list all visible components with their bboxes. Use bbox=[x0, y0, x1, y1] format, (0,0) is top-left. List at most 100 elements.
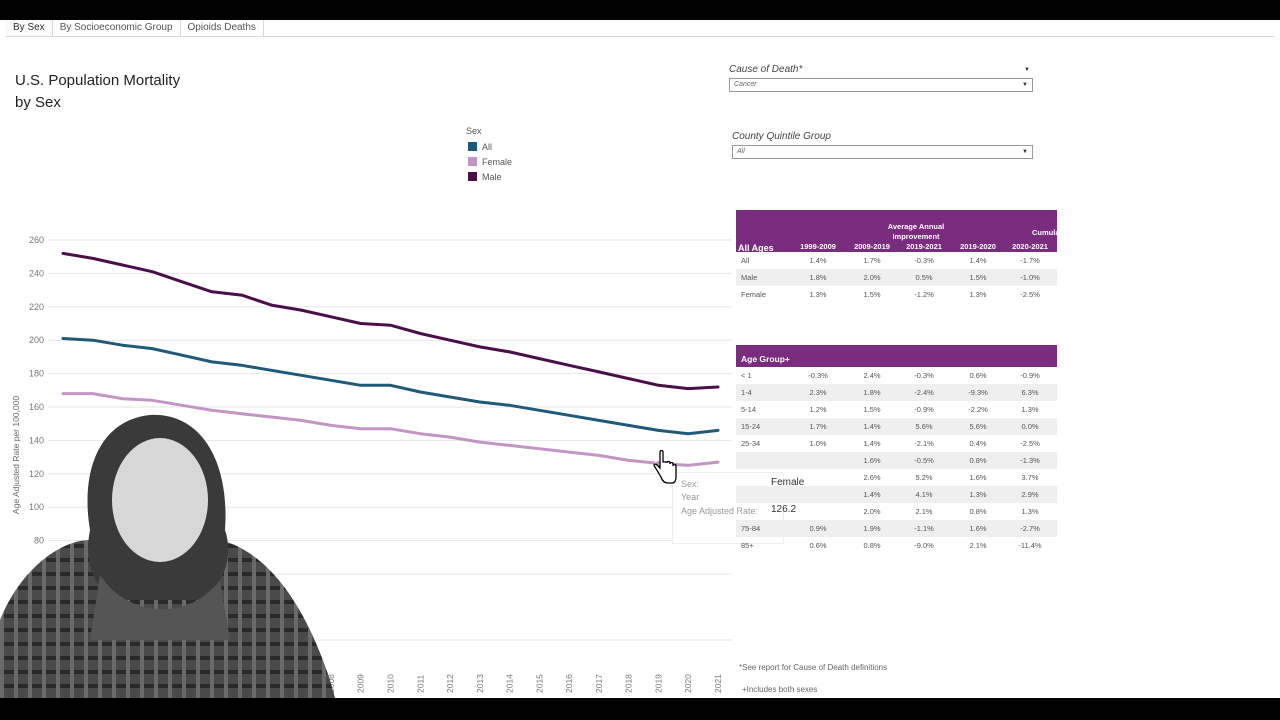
table-cell: -2.1% bbox=[914, 439, 934, 448]
row-label: < 1 bbox=[741, 371, 752, 380]
table-row: All 1.4% 1.7% -0.3% 1.4% -1.7% bbox=[736, 252, 1057, 269]
table-row: 2.0% 2.1% 0.8% 1.3% bbox=[736, 503, 1057, 520]
age-group-heading: Age Group+ bbox=[741, 354, 790, 364]
cause-of-death-label: Cause of Death* bbox=[729, 64, 803, 75]
x-tick-label: 2018 bbox=[624, 674, 634, 693]
row-label: All bbox=[741, 256, 750, 265]
table-cell: 1.3% bbox=[969, 290, 987, 299]
tooltip-rate-key: Age Adjusted Rate: bbox=[681, 506, 759, 516]
tooltip-year-key: Year bbox=[681, 492, 700, 502]
y-tick-label: 100 bbox=[29, 502, 44, 512]
table-cell: 0.6% bbox=[969, 371, 987, 380]
table-cell: 1.6% bbox=[969, 524, 987, 533]
y-tick-label: 240 bbox=[29, 268, 44, 278]
tooltip-sex-key: Sex: bbox=[681, 479, 700, 489]
age-table-header: Age Group+ bbox=[736, 345, 1057, 367]
legend-label: Female bbox=[482, 156, 513, 167]
dashboard-page: By Sex By Socioeconomic Group Opioids Deat… bbox=[0, 20, 1280, 698]
avg-annual-improvement-heading: Average Annual Improvement bbox=[887, 222, 945, 241]
table-cell: 1.2% bbox=[809, 405, 827, 414]
table-cell: 0.9% bbox=[809, 524, 827, 533]
table-row: 1.6% -0.5% 0.8% -1.3% bbox=[736, 452, 1057, 469]
summary-table-header: Average Annual Improvement Cumulative I … bbox=[736, 210, 1077, 253]
column-header: 2020-2021 bbox=[1012, 242, 1048, 251]
title-line-1: U.S. Population Mortality bbox=[15, 72, 181, 89]
legend-label: All bbox=[482, 141, 493, 152]
row-label: 25-34 bbox=[741, 439, 761, 448]
table-cell: -0.5% bbox=[914, 456, 934, 465]
table-cell: -0.9% bbox=[1020, 371, 1040, 380]
y-tick-label: 220 bbox=[29, 302, 44, 312]
x-tick-label: 2010 bbox=[386, 674, 396, 693]
table-cell: 1.3% bbox=[1021, 507, 1039, 516]
county-quintile-select[interactable]: All ▼ bbox=[732, 145, 1033, 159]
table-cell: 2.1% bbox=[969, 541, 987, 550]
table-cell: 0.8% bbox=[969, 507, 987, 516]
table-row: 85+ 0.6% 0.8% -9.0% 2.1% -11.4% bbox=[736, 537, 1057, 554]
cause-of-death-select[interactable]: Cancer ▼ bbox=[729, 78, 1033, 92]
table-row: 1.4% 4.1% 1.3% 2.9% bbox=[736, 486, 1057, 503]
table-cell: -1.3% bbox=[1020, 456, 1040, 465]
county-quintile-label: County Quintile Group bbox=[732, 131, 831, 142]
y-tick-label: 200 bbox=[29, 335, 44, 345]
series-line-female bbox=[61, 392, 720, 467]
x-tick-label: 2015 bbox=[534, 674, 544, 693]
chevron-down-icon: ▼ bbox=[1022, 149, 1028, 155]
hand-cursor-icon bbox=[653, 450, 677, 484]
footnote-includes-both-sexes: +Includes both sexes bbox=[742, 685, 818, 694]
table-row: 2.6% 5.2% 1.6% 3.7% bbox=[736, 469, 1057, 486]
table-cell: 2.3% bbox=[809, 388, 827, 397]
table-cell: -9.3% bbox=[968, 388, 988, 397]
county-quintile-value: All bbox=[737, 148, 745, 155]
table-cell: -1.2% bbox=[914, 290, 934, 299]
table-cell: -0.3% bbox=[914, 371, 934, 380]
table-cell: 1.3% bbox=[969, 490, 987, 499]
legend-label: Male bbox=[482, 171, 502, 182]
tab-by-sex[interactable]: By Sex bbox=[6, 20, 53, 36]
table-cell: -1.0% bbox=[1020, 273, 1040, 282]
table-cell: 1.4% bbox=[863, 439, 881, 448]
table-cell: -2.2% bbox=[968, 405, 988, 414]
legend-swatch bbox=[468, 142, 477, 151]
table-cell: 2.4% bbox=[863, 371, 881, 380]
table-cell: 1.8% bbox=[863, 388, 881, 397]
table-row: Male 1.8% 2.0% 0.5% 1.5% -1.0% bbox=[736, 269, 1057, 286]
table-cell: 5.2% bbox=[915, 473, 933, 482]
table-cell: 4.1% bbox=[915, 490, 933, 499]
presenter-webcam-overlay bbox=[0, 414, 335, 698]
summary-improvement-table: Average Annual Improvement Cumulative I … bbox=[736, 210, 1077, 303]
x-tick-label: 2012 bbox=[445, 674, 455, 693]
column-header: 2009-2019 bbox=[854, 242, 890, 251]
table-cell: 1.5% bbox=[863, 290, 881, 299]
legend-title: Sex bbox=[466, 126, 482, 136]
row-label: 75-84 bbox=[741, 524, 761, 533]
cause-menu-caret-icon[interactable]: ▼ bbox=[1024, 67, 1030, 73]
table-cell: 1.3% bbox=[1021, 405, 1039, 414]
tab-opioids-deaths[interactable]: Opioids Deaths bbox=[181, 20, 264, 36]
table-cell: -2.5% bbox=[1020, 290, 1040, 299]
table-cell: -0.3% bbox=[914, 256, 934, 265]
table-cell: 3.7% bbox=[1021, 473, 1039, 482]
y-tick-label: 180 bbox=[29, 369, 44, 379]
table-cell: 1.7% bbox=[863, 256, 881, 265]
legend-item-female[interactable]: Female bbox=[466, 154, 512, 169]
tab-bar: By Sex By Socioeconomic Group Opioids Deat… bbox=[6, 20, 1274, 37]
legend-item-male[interactable]: Male bbox=[466, 169, 512, 184]
mortality-line-chart[interactable]: 6080100120140160180200220240260Age Adjus… bbox=[0, 205, 736, 698]
table-cell: 0.8% bbox=[969, 456, 987, 465]
row-label: Female bbox=[741, 290, 767, 299]
x-tick-label: 2013 bbox=[475, 674, 485, 693]
table-row: 15-24 1.7% 1.4% 5.6% 5.6% 0.0% bbox=[736, 418, 1057, 435]
cumulative-heading: Cumulative I bbox=[1032, 228, 1077, 237]
table-cell: 0.5% bbox=[915, 273, 933, 282]
table-cell: 1.4% bbox=[863, 490, 881, 499]
row-label: Male bbox=[741, 273, 758, 282]
table-row: 1-4 2.3% 1.8% -2.4% -9.3% 6.3% bbox=[736, 384, 1057, 401]
tab-by-socioeconomic-group[interactable]: By Socioeconomic Group bbox=[53, 20, 181, 36]
legend-item-all[interactable]: All bbox=[466, 139, 512, 154]
table-cell: 0.8% bbox=[863, 541, 881, 550]
x-tick-label: 2009 bbox=[356, 674, 366, 693]
table-cell: 2.1% bbox=[915, 507, 933, 516]
row-label: 85+ bbox=[741, 541, 754, 550]
y-tick-label: 140 bbox=[29, 435, 44, 445]
